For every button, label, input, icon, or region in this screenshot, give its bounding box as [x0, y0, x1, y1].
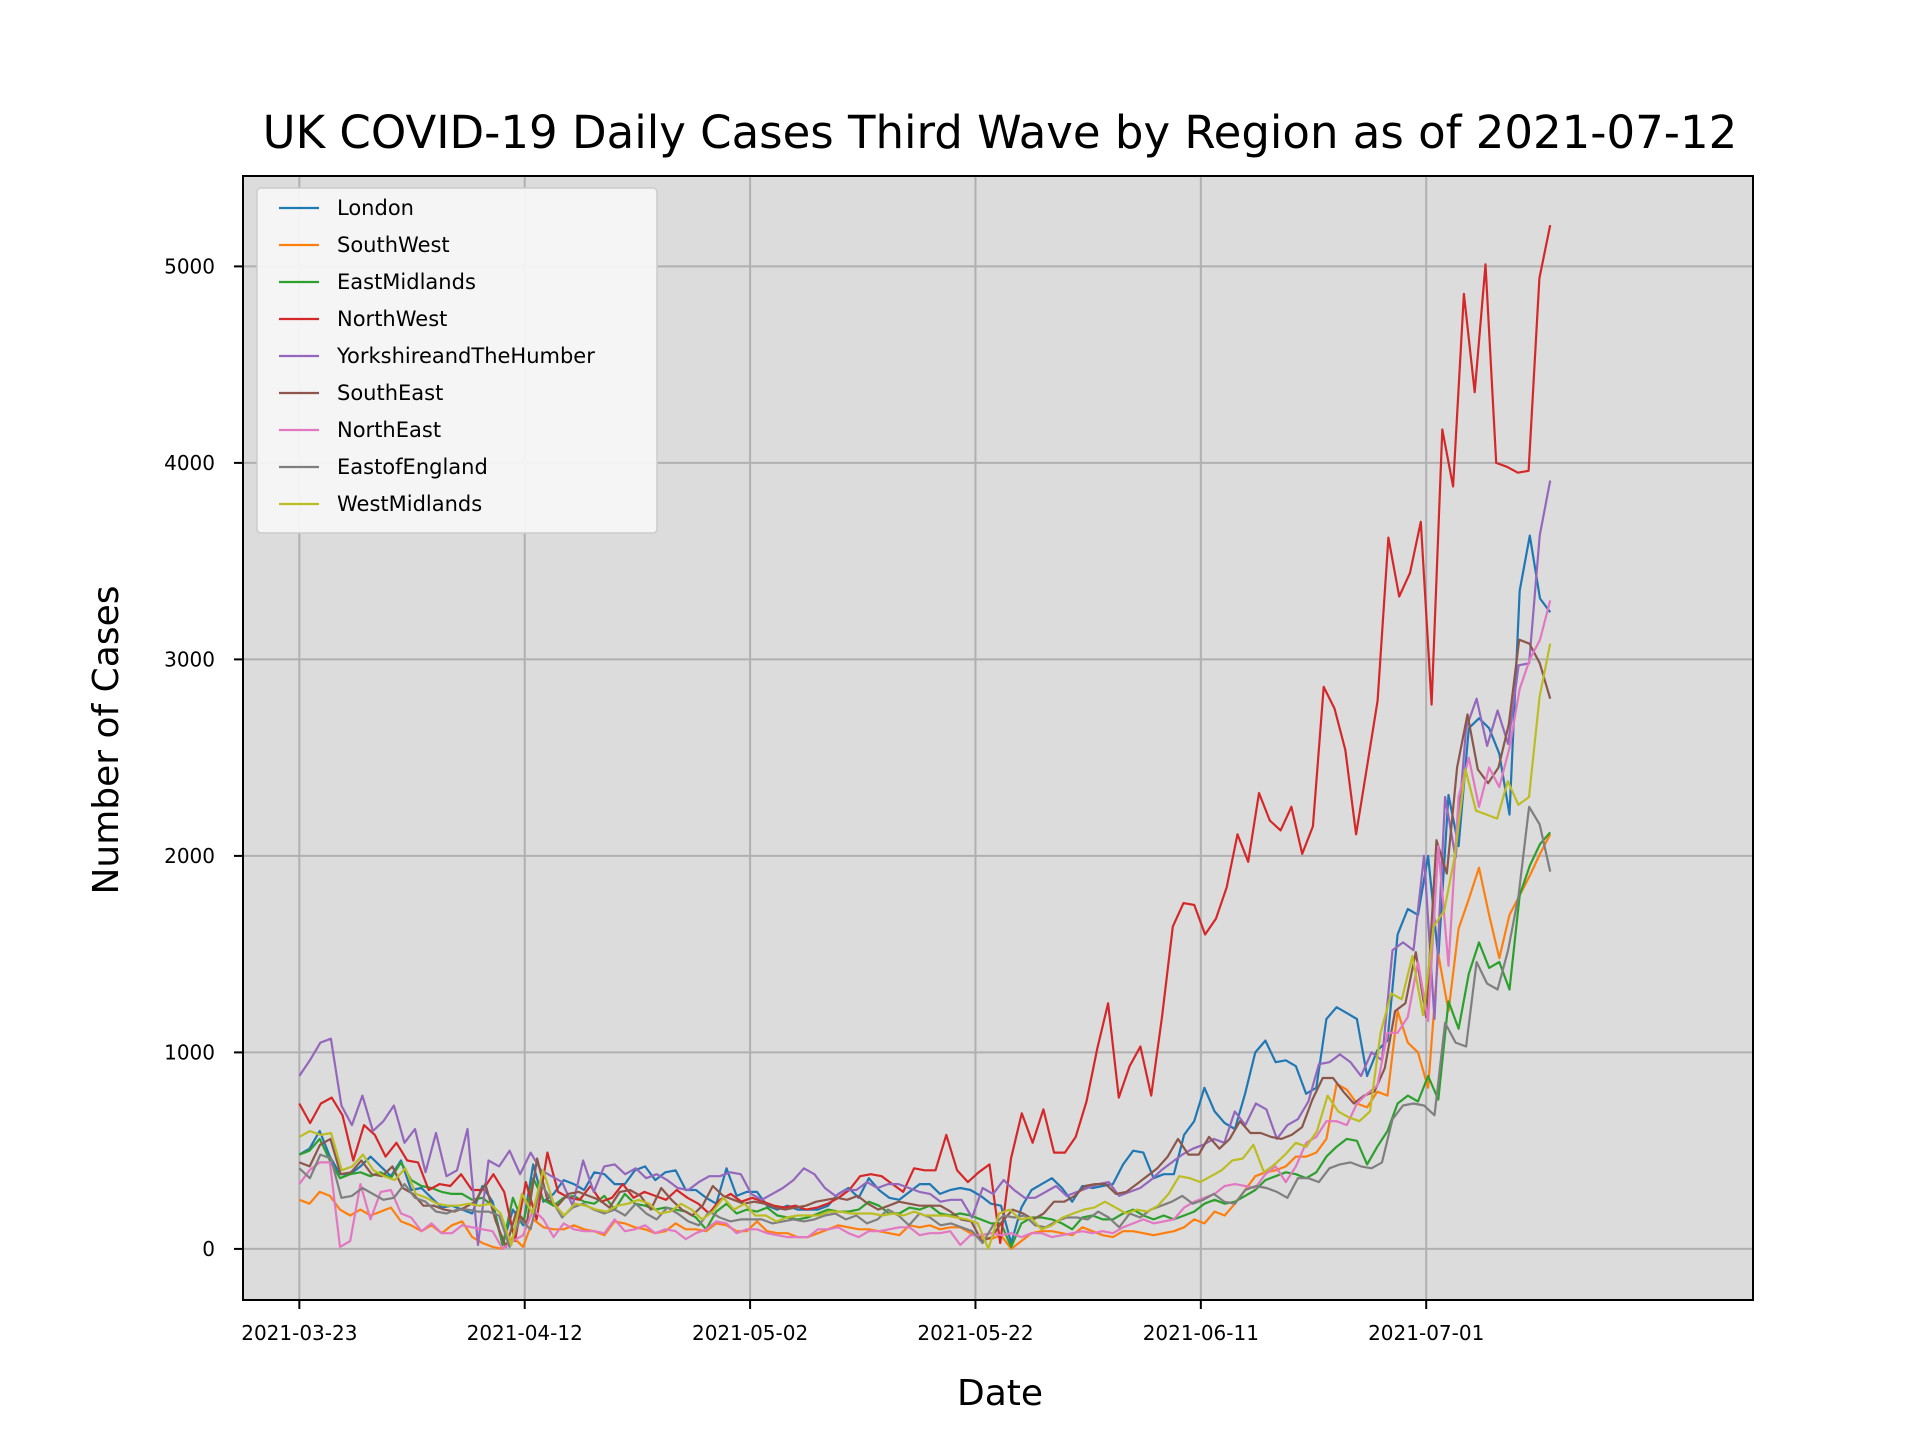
y-tick-label: 4000	[164, 451, 215, 475]
legend-label: SouthWest	[337, 233, 450, 257]
legend-label: YorkshireandTheHumber	[336, 344, 595, 368]
x-axis-ticks: 2021-03-23 2021-04-12 2021-05-02 2021-05-22…	[241, 1300, 1484, 1345]
legend: London SouthWest EastMidlands NorthWest York…	[256, 187, 658, 534]
grid-lines	[243, 176, 1753, 1300]
x-tick-label: 2021-07-01	[1368, 1321, 1484, 1345]
x-tick-label: 2021-06-11	[1143, 1321, 1259, 1345]
legend-label: NorthWest	[337, 307, 447, 331]
y-tick-label: 0	[202, 1237, 215, 1261]
plot-frame	[242, 175, 1754, 1301]
series-lines	[298, 224, 1552, 1251]
y-axis-ticks: 0 1000 2000 3000 4000 5000	[164, 254, 243, 1261]
series-line-northwest	[298, 224, 1552, 1245]
legend-label: NorthEast	[337, 418, 441, 442]
series-line-eastmidlands	[298, 831, 1552, 1249]
legend-label: EastMidlands	[337, 270, 476, 294]
series-line-yorkshireandthehumber	[298, 480, 1552, 1247]
chart-title: UK COVID-19 Daily Cases Third Wave by Re…	[263, 106, 1738, 159]
x-tick-label: 2021-05-02	[692, 1321, 808, 1345]
legend-label: EastofEngland	[337, 455, 488, 479]
legend-box	[256, 187, 658, 534]
legend-label: London	[337, 196, 414, 220]
y-tick-label: 2000	[164, 844, 215, 868]
y-tick-label: 5000	[164, 254, 215, 278]
legend-label: WestMidlands	[337, 492, 482, 516]
x-tick-label: 2021-03-23	[241, 1321, 357, 1345]
series-line-london	[298, 534, 1552, 1247]
y-axis-label: Number of Cases	[86, 585, 127, 894]
y-tick-label: 3000	[164, 647, 215, 671]
series-line-westmidlands	[298, 643, 1552, 1251]
y-tick-label: 1000	[164, 1040, 215, 1064]
x-tick-label: 2021-05-22	[917, 1321, 1033, 1345]
x-axis-label: Date	[957, 1373, 1043, 1414]
legend-label: SouthEast	[337, 381, 443, 405]
x-tick-label: 2021-04-12	[467, 1321, 583, 1345]
